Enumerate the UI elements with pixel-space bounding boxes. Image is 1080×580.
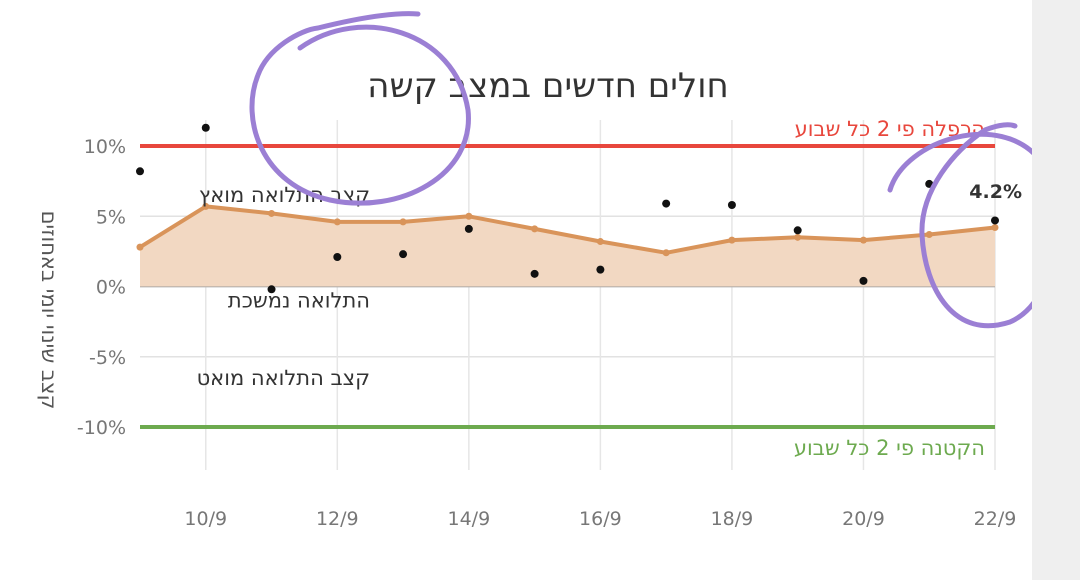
- daily-point: [991, 216, 999, 225]
- chart-svg: חולים חדשים במצב קשה קצב שינוי יומי באחו…: [37, 11, 1032, 530]
- x-tick-label: 18/9: [711, 508, 754, 530]
- y-tick-label: 5%: [96, 206, 126, 228]
- line-layer: [136, 202, 999, 257]
- trend-point: [596, 238, 604, 246]
- daily-point: [530, 269, 539, 278]
- y-tick-label: 10%: [84, 136, 126, 158]
- trend-point: [728, 236, 736, 244]
- trend-point: [268, 209, 276, 217]
- trend-point: [662, 249, 670, 257]
- trend-point: [465, 212, 473, 220]
- y-axis-label: קצב שינוי יומי באחוזים: [37, 211, 61, 410]
- trend-line: [138, 204, 996, 255]
- annotation-layer: [249, 11, 1032, 329]
- reference-line-label: הקטנה פי 2 כל שבוע: [794, 436, 985, 460]
- annotation-circle-last-value: [887, 122, 1032, 329]
- daily-point: [793, 226, 802, 235]
- trend-point: [991, 223, 999, 231]
- zone-label: קצב התלואה מואט: [197, 366, 370, 390]
- trend-area: [140, 206, 995, 287]
- trend-point: [925, 231, 933, 239]
- y-tick-label: -10%: [77, 417, 126, 439]
- x-tick-label: 14/9: [448, 508, 491, 530]
- trend-point: [333, 218, 341, 226]
- x-tick-labels: 10/9 12/9 14/9 16/9 18/9 20/9 22/9: [184, 508, 1016, 530]
- x-tick-label: 12/9: [316, 508, 359, 530]
- daily-point: [727, 201, 736, 210]
- daily-point: [662, 199, 671, 208]
- daily-points: [136, 123, 999, 294]
- annotation-circle-title: [249, 11, 471, 206]
- daily-point: [596, 265, 605, 274]
- trend-point: [136, 243, 144, 251]
- y-tick-label: 0%: [96, 277, 126, 299]
- y-tick-labels: 10% 5% 0% -5% -10%: [77, 136, 126, 439]
- area-layer: [140, 206, 995, 287]
- trend-point: [531, 225, 539, 233]
- daily-point: [333, 252, 342, 261]
- chart-text: חולים חדשים במצב קשה קצב שינוי יומי באחו…: [37, 66, 1022, 460]
- x-tick-label: 20/9: [842, 508, 885, 530]
- chart-title: חולים חדשים במצב קשה: [367, 66, 728, 106]
- daily-point: [136, 167, 144, 176]
- daily-point: [399, 250, 408, 259]
- trend-point: [399, 218, 407, 226]
- trend-point: [794, 233, 802, 241]
- y-tick-label: -5%: [89, 347, 126, 369]
- last-value-label: 4.2%: [969, 181, 1022, 203]
- side-panel: [1032, 0, 1080, 580]
- x-tick-label: 22/9: [974, 508, 1017, 530]
- x-tick-label: 10/9: [184, 508, 227, 530]
- zone-label: התלואה נמשכת: [228, 289, 370, 313]
- daily-point: [464, 224, 473, 233]
- trend-point: [859, 236, 867, 244]
- daily-point: [201, 123, 210, 132]
- x-tick-label: 16/9: [579, 508, 622, 530]
- daily-point: [859, 276, 868, 285]
- trend-point: [202, 202, 210, 210]
- daily-point: [267, 285, 276, 294]
- reference-lines: [140, 144, 995, 429]
